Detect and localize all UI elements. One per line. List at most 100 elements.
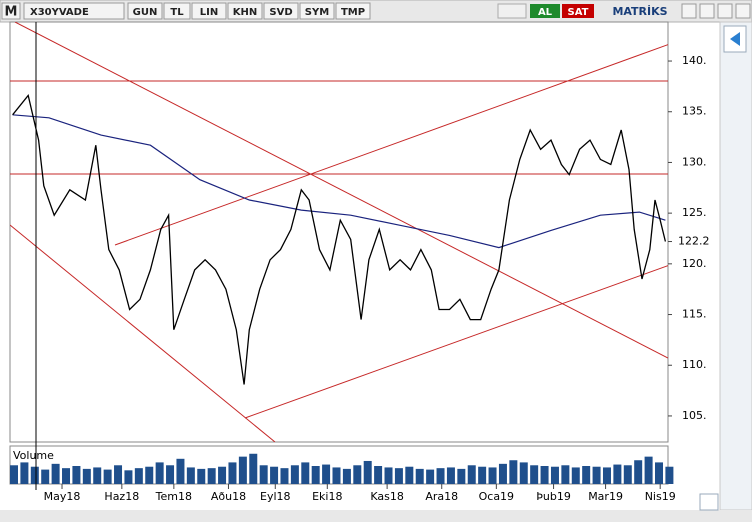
volume-bar bbox=[186, 467, 195, 484]
volume-bar bbox=[228, 462, 237, 484]
volume-label: Volume bbox=[13, 449, 54, 462]
sell-button[interactable] bbox=[562, 4, 594, 18]
close[interactable] bbox=[735, 3, 751, 19]
volume-bar bbox=[467, 465, 476, 484]
volume-bar bbox=[519, 462, 528, 484]
volume-bar bbox=[571, 467, 580, 484]
volume-bar bbox=[238, 456, 247, 484]
volume-bar bbox=[363, 460, 372, 484]
trend-line bbox=[114, 44, 668, 246]
volume-bar bbox=[10, 465, 18, 484]
symbol-box[interactable] bbox=[23, 2, 125, 20]
toolbar-button[interactable] bbox=[127, 2, 163, 20]
volume-bar bbox=[166, 465, 175, 484]
restore[interactable] bbox=[717, 3, 733, 19]
volume-bar bbox=[342, 468, 351, 484]
volume-bar bbox=[561, 465, 570, 484]
tool-icons[interactable] bbox=[497, 3, 527, 19]
volume-bar bbox=[488, 467, 497, 484]
toolbar-button-label: TL bbox=[170, 7, 184, 18]
x-tick-label: Þub19 bbox=[536, 490, 571, 503]
toolbar-button-label: KHN bbox=[233, 7, 258, 18]
volume-bar bbox=[82, 468, 91, 484]
volume-bar bbox=[270, 466, 279, 484]
volume-bar bbox=[415, 468, 424, 484]
x-tick-label: Haz18 bbox=[104, 490, 139, 503]
trend-line bbox=[10, 224, 276, 442]
volume-bar bbox=[249, 453, 258, 484]
minimize[interactable] bbox=[681, 3, 697, 19]
toolbar-button[interactable] bbox=[263, 2, 299, 20]
x-tick-label: Mar19 bbox=[588, 490, 623, 503]
volume-bar bbox=[72, 466, 81, 484]
toolbar-button[interactable] bbox=[227, 2, 263, 20]
volume-bar bbox=[322, 464, 331, 484]
drawings bbox=[10, 22, 668, 442]
volume-bar bbox=[405, 466, 414, 484]
x-tick-label: Tem18 bbox=[155, 490, 192, 503]
volume-bar bbox=[197, 468, 206, 484]
x-tick-label: Nis19 bbox=[645, 490, 676, 503]
volume-bar bbox=[654, 462, 663, 484]
arrow-icon bbox=[730, 32, 740, 46]
x-tick-label: Eki18 bbox=[312, 490, 342, 503]
y-tick-label: 135. bbox=[682, 105, 707, 118]
volume-bar bbox=[301, 462, 310, 484]
y-tick-label: 140. bbox=[682, 54, 707, 67]
volume-bar bbox=[426, 469, 435, 484]
y-tick-label: 125. bbox=[682, 206, 707, 219]
logo-button[interactable] bbox=[1, 2, 21, 20]
volume-bar bbox=[457, 468, 466, 484]
refresh-button[interactable] bbox=[699, 493, 719, 511]
volume-bar bbox=[290, 465, 299, 484]
volume-bar bbox=[311, 466, 320, 484]
volume-bar bbox=[478, 466, 487, 484]
sell: SAT bbox=[568, 7, 589, 18]
trend-line bbox=[14, 22, 668, 359]
volume-bar bbox=[332, 467, 341, 484]
volume-bar bbox=[509, 460, 518, 484]
x-tick-label: Eyl18 bbox=[260, 490, 291, 503]
volume-bar bbox=[155, 462, 164, 484]
symbol: X30YVADE bbox=[30, 7, 89, 18]
volume-bar bbox=[613, 464, 622, 484]
volume-bar bbox=[665, 466, 674, 484]
toolbar-button-label: LIN bbox=[200, 7, 218, 18]
volume-bar bbox=[124, 470, 133, 484]
toolbar-button-label: TMP bbox=[341, 7, 365, 18]
volume-bar bbox=[394, 468, 403, 484]
volume-bar bbox=[218, 466, 227, 484]
volume-bar bbox=[41, 469, 50, 484]
volume-bar bbox=[634, 460, 643, 484]
volume-bar bbox=[207, 468, 216, 484]
volume-bar bbox=[93, 467, 102, 484]
logo: M bbox=[5, 5, 18, 20]
toolbar-button[interactable] bbox=[163, 2, 191, 20]
volume-bar bbox=[592, 466, 601, 484]
volume-bar bbox=[374, 466, 383, 484]
buy-button[interactable] bbox=[530, 4, 560, 18]
volume-bar bbox=[623, 465, 632, 484]
y-tick-label: 110. bbox=[682, 358, 707, 371]
volume-bar bbox=[602, 467, 611, 484]
toolbar-button[interactable] bbox=[299, 2, 335, 20]
maximize[interactable] bbox=[699, 3, 715, 19]
toolbar-button[interactable] bbox=[191, 2, 227, 20]
volume-bar bbox=[103, 469, 112, 484]
volume-bar bbox=[550, 466, 559, 484]
side-panel bbox=[719, 21, 752, 511]
trend-line bbox=[244, 265, 668, 419]
volume-bar bbox=[20, 462, 29, 484]
y-tick-label: 105. bbox=[682, 409, 707, 422]
volume-bar bbox=[259, 465, 268, 484]
volume-bar bbox=[436, 468, 445, 484]
volume-bar bbox=[176, 458, 185, 484]
volume-bar bbox=[280, 468, 289, 484]
y-tick-label: 130. bbox=[682, 155, 707, 168]
toolbar-button-label: GUN bbox=[133, 7, 158, 18]
toolbar-button[interactable] bbox=[335, 2, 371, 20]
x-tick-label: Ara18 bbox=[425, 490, 458, 503]
toolbar-button-label: SYM bbox=[305, 7, 329, 18]
